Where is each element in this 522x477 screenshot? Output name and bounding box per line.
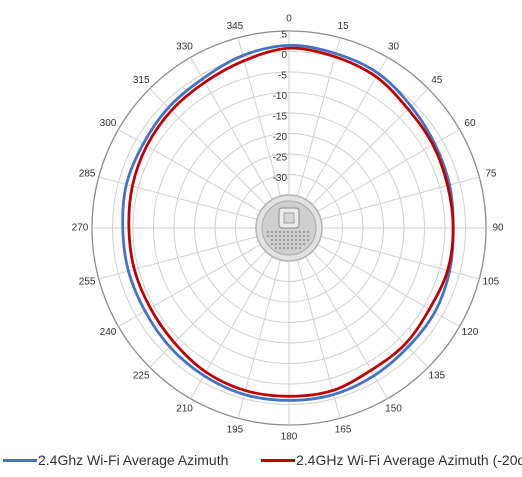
angle-tick-label: 135 [428, 370, 445, 381]
angle-tick-label: 300 [100, 118, 117, 129]
angle-tick-label: 210 [176, 404, 193, 415]
grid-spoke [98, 236, 258, 280]
legend-swatch-1 [3, 458, 37, 462]
grid-spoke [311, 250, 429, 368]
grid-spoke [297, 37, 341, 197]
grid-spoke [320, 236, 480, 280]
grid-spoke [320, 176, 480, 220]
angle-tick-label: 315 [133, 75, 150, 86]
angle-tick-label: 180 [281, 432, 298, 443]
grid-spoke [149, 88, 267, 206]
radial-tick-label: -30 [273, 173, 288, 184]
angle-tick-label: 15 [338, 21, 350, 32]
angle-tick-label: 75 [485, 169, 497, 180]
radial-tick-label: -20 [273, 132, 288, 143]
legend-item-2: 2.4GHz Wi-Fi Average Azimuth (-20deg) [261, 452, 522, 468]
grid-spoke [305, 57, 388, 200]
angle-tick-label: 150 [385, 404, 402, 415]
angle-tick-label: 45 [431, 75, 443, 86]
angle-tick-label: 285 [79, 169, 96, 180]
angle-tick-label: 90 [492, 223, 504, 234]
series-line-2 [127, 46, 455, 398]
angle-tick-label: 0 [286, 14, 292, 25]
legend-label-1: 2.4Ghz Wi-Fi Average Azimuth [38, 452, 229, 468]
angle-tick-label: 225 [133, 370, 150, 381]
radial-tick-label: -15 [273, 112, 288, 123]
legend: 2.4Ghz Wi-Fi Average Azimuth 2.4GHz Wi-F… [0, 448, 522, 474]
angle-tick-label: 195 [227, 425, 244, 436]
legend-swatch-2 [261, 458, 295, 462]
angle-tick-label: 165 [335, 425, 352, 436]
grid-spoke [237, 37, 281, 197]
angle-tick-label: 255 [79, 277, 96, 288]
grid-spoke [149, 250, 267, 368]
legend-item-1: 2.4Ghz Wi-Fi Average Azimuth [3, 452, 228, 468]
angle-tick-label: 240 [100, 327, 117, 338]
angle-tick-label: 60 [464, 118, 476, 129]
angle-tick-label: 105 [483, 277, 500, 288]
series-line-1 [121, 43, 455, 402]
device-image [255, 194, 323, 262]
radial-labels: 5 0 -5 -10 -15 -20 -25 -30 [273, 30, 288, 185]
radial-tick-label: 5 [281, 30, 287, 41]
angle-labels: 0 15 30 45 60 75 90 105 120 135 150 165 180 195 210 225… [72, 14, 504, 443]
series-lines [121, 43, 455, 402]
angle-tick-label: 330 [176, 42, 193, 53]
legend-label-2: 2.4GHz Wi-Fi Average Azimuth (-20deg) [296, 452, 522, 468]
grid-spoke [118, 244, 261, 327]
angle-tick-label: 120 [462, 327, 479, 338]
radial-tick-label: -10 [273, 91, 288, 102]
radial-tick-label: -5 [278, 71, 287, 82]
radial-tick-label: 0 [281, 50, 287, 61]
polar-chart: 0 15 30 45 60 75 90 105 120 135 150 165 180 195 210 225… [72, 14, 504, 443]
angle-tick-label: 30 [388, 42, 400, 53]
angle-tick-label: 270 [72, 223, 89, 234]
angle-tick-label: 345 [227, 21, 244, 32]
radial-tick-label: -25 [273, 153, 288, 164]
